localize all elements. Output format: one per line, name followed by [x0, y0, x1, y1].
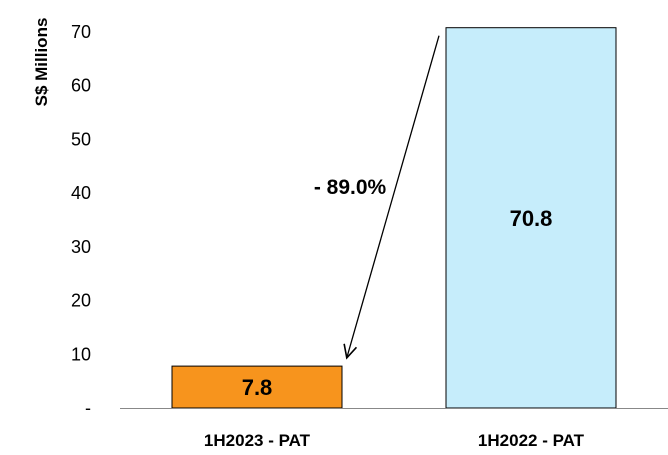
bar	[445, 27, 617, 409]
y-axis-ticks: - 10 20 30 40 50 60 70	[71, 22, 91, 418]
data-label: 70.8	[510, 206, 553, 231]
y-tick-label: 70	[71, 22, 91, 42]
category-label: 1H2023 - PAT	[204, 431, 311, 450]
category-label: 1H2022 - PAT	[478, 431, 585, 450]
data-labels: 7.8 70.8	[242, 206, 553, 400]
y-tick-label: 10	[71, 344, 91, 364]
bars	[171, 27, 617, 409]
change-annotation: - 89.0%	[314, 176, 387, 199]
y-axis-label: S$ Millions	[32, 18, 51, 107]
y-tick-label: 30	[71, 237, 91, 257]
y-tick-label: -	[85, 398, 91, 418]
y-tick-label: 20	[71, 291, 91, 311]
y-tick-label: 60	[71, 76, 91, 96]
bar	[171, 365, 343, 409]
data-label: 7.8	[242, 375, 273, 400]
change-arrow	[347, 35, 440, 357]
category-labels: 1H2023 - PAT 1H2022 - PAT	[204, 431, 585, 450]
y-tick-label: 40	[71, 183, 91, 203]
y-tick-label: 50	[71, 129, 91, 149]
